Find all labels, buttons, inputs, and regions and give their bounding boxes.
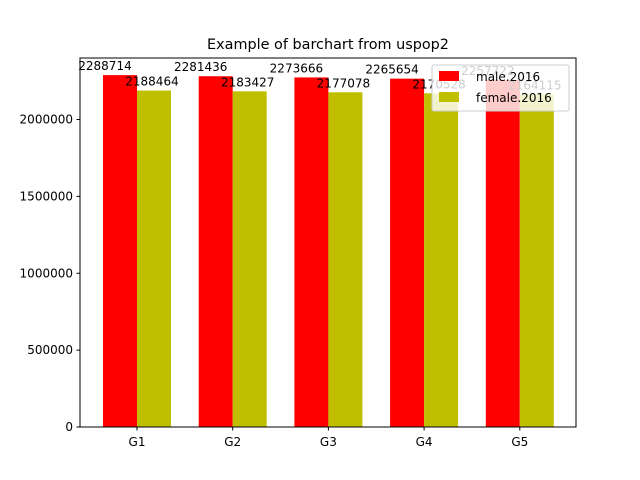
bar-female-2016-g2: [232, 91, 267, 427]
y-tick-label: 500000: [27, 343, 73, 357]
data-label: 2188464: [125, 75, 178, 89]
bar-female-2016-g5: [519, 94, 554, 427]
legend-label: female.2016: [476, 91, 552, 105]
x-tick-label: G1: [129, 435, 146, 449]
legend-swatch: [439, 92, 459, 102]
bar-female-2016-g3: [328, 92, 363, 427]
axes-layer: 0 500000 1000000 1500000 2000000 G1 G2 G3 G4 G5: [20, 57, 577, 449]
bar-female-2016-g1: [137, 90, 171, 428]
chart-title: Example of barchart from uspop2: [207, 37, 449, 53]
bar-male-2016-g3: [294, 77, 329, 427]
data-label: 2288714: [78, 59, 131, 73]
bar-male-2016-g2: [198, 76, 233, 427]
y-tick-label: 1000000: [20, 266, 73, 280]
bars-layer: [103, 75, 554, 428]
data-label: 2281436: [174, 60, 227, 74]
bar-male-2016-g4: [390, 78, 425, 427]
x-tick-label: G5: [511, 435, 528, 449]
bar-female-2016-g4: [424, 93, 459, 428]
x-tick-label: G3: [320, 435, 337, 449]
data-label: 2273666: [270, 61, 323, 75]
data-label: 2177078: [317, 76, 370, 90]
x-tick-label: G2: [224, 435, 241, 449]
bar-male-2016-g5: [485, 79, 520, 427]
y-tick-label: 0: [65, 420, 73, 434]
bar-male-2016-g1: [103, 75, 137, 427]
data-label: 2265654: [365, 63, 418, 77]
legend-box: [431, 64, 570, 112]
data-label: 2183427: [221, 75, 274, 89]
legend-label: male.2016: [476, 70, 540, 84]
legend-swatch: [439, 71, 459, 81]
x-tick-label: G4: [416, 435, 433, 449]
legend: male.2016 female.2016: [431, 64, 570, 112]
y-tick-label: 1500000: [20, 189, 73, 203]
y-tick-label: 2000000: [20, 113, 73, 127]
